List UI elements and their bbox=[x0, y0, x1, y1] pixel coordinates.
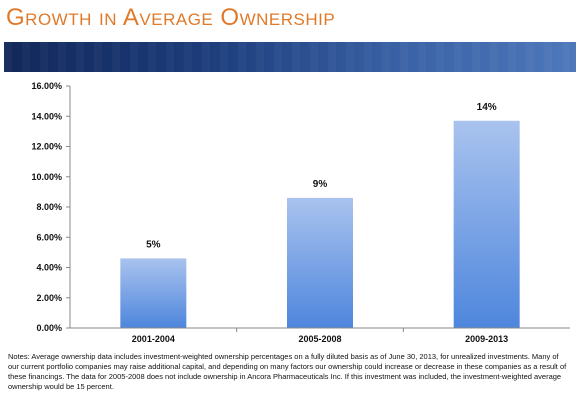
x-tick-label: 2001-2004 bbox=[132, 334, 175, 344]
y-tick-label: 14.00% bbox=[31, 111, 62, 121]
slide-title: Growth in Average Ownership bbox=[6, 4, 336, 31]
x-axis: 2001-2004 2005-2008 2009-2013 bbox=[70, 327, 570, 344]
y-tick-label: 0.00% bbox=[36, 323, 62, 333]
bar-data-label: 14% bbox=[477, 102, 497, 113]
y-tick-label: 2.00% bbox=[36, 293, 62, 303]
bars: 5% 9% 14% bbox=[120, 102, 520, 328]
x-tick-label: 2009-2013 bbox=[465, 334, 508, 344]
bar bbox=[453, 120, 520, 328]
y-tick-label: 4.00% bbox=[36, 263, 62, 273]
y-axis: 0.00% 2.00% 4.00% 6.00% 8.00% 10.00% 12.00% 14.… bbox=[31, 81, 71, 333]
bar bbox=[120, 258, 187, 328]
footnote: Notes: Average ownership data includes i… bbox=[8, 352, 567, 391]
y-tick-label: 12.00% bbox=[31, 142, 62, 152]
y-tick-label: 8.00% bbox=[36, 202, 62, 212]
header-banner bbox=[4, 42, 576, 72]
bar bbox=[287, 197, 353, 328]
y-tick-label: 6.00% bbox=[36, 232, 62, 242]
x-tick-label: 2005-2008 bbox=[298, 334, 341, 344]
y-tick-label: 10.00% bbox=[31, 172, 62, 182]
bar-data-label: 9% bbox=[313, 179, 328, 190]
chart-svg: 0.00% 2.00% 4.00% 6.00% 8.00% 10.00% 12.00% 14.… bbox=[31, 81, 570, 344]
bar-data-label: 5% bbox=[146, 239, 161, 250]
y-tick-label: 16.00% bbox=[31, 81, 62, 91]
bar-chart: 0.00% 2.00% 4.00% 6.00% 8.00% 10.00% 12.00% 14.… bbox=[0, 72, 580, 352]
